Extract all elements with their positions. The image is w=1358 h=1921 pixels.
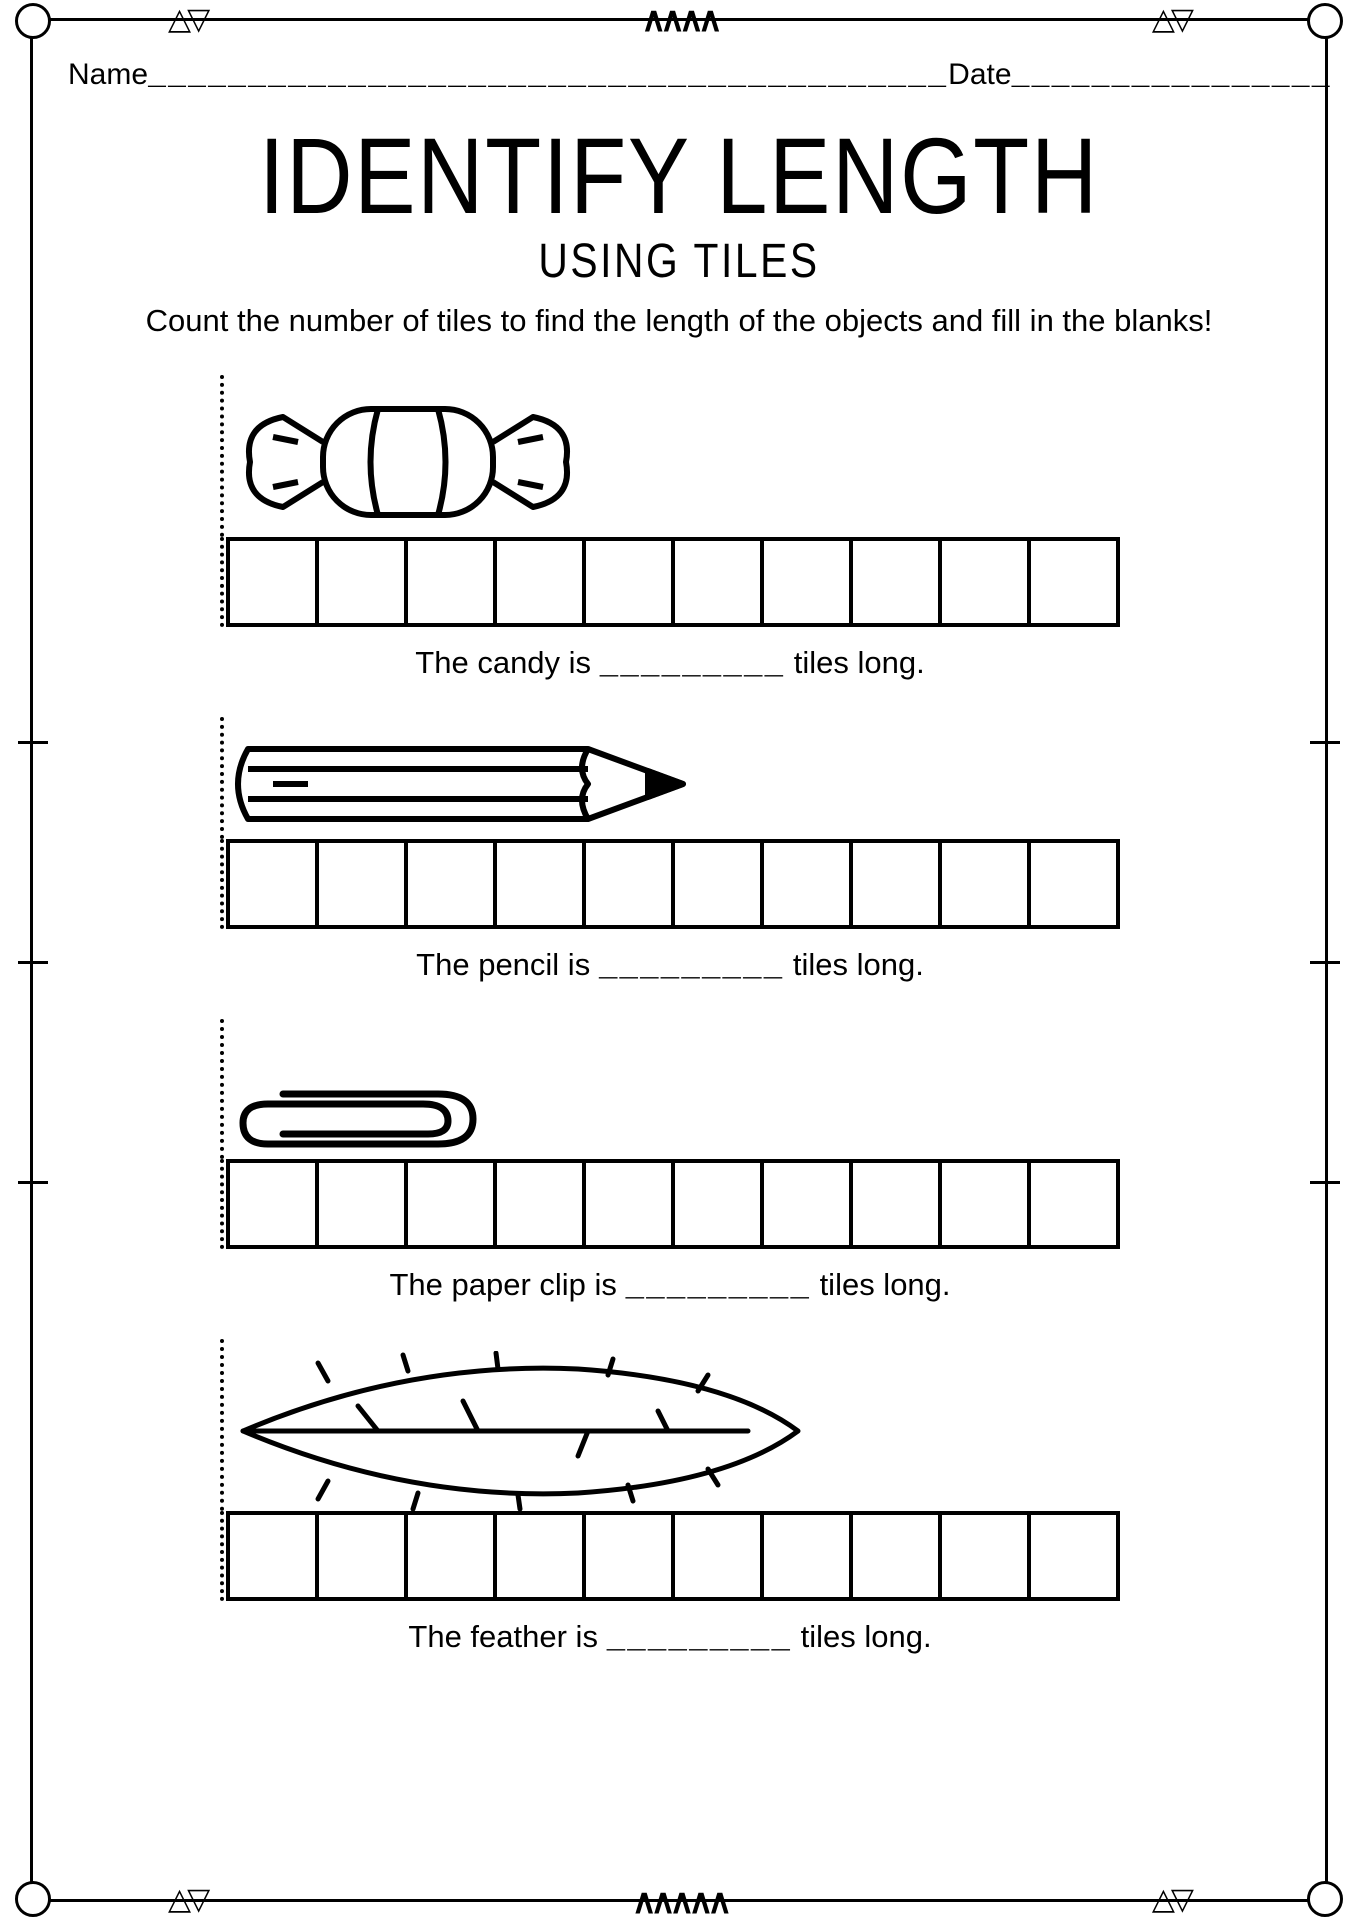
candy-icon — [228, 387, 608, 537]
date-label: Date — [948, 58, 1011, 92]
answer-blank[interactable]: _________ — [607, 1622, 792, 1657]
worksheet-content: Name ___________________________________… — [60, 50, 1298, 1870]
problem-paper-clip: The paper clip is _________ tiles long. — [220, 1019, 1298, 1305]
border-tick-icon — [1310, 741, 1340, 744]
pencil-icon — [228, 729, 698, 839]
corner-circle-icon — [15, 3, 51, 39]
zigzag-deco-icon: ∧∧∧∧∧ — [632, 1885, 726, 1919]
problem-pencil: The pencil is _________ tiles long. — [220, 717, 1298, 985]
name-blank[interactable]: ________________________________________ — [148, 60, 948, 94]
corner-circle-icon — [1307, 1881, 1343, 1917]
page-subtitle: USING TILES — [153, 234, 1205, 289]
zigzag-deco-icon: ∧∧∧∧ — [641, 3, 717, 37]
problem-feather: The feather is _________ tiles long. — [220, 1339, 1298, 1657]
border-tick-icon — [1310, 961, 1340, 964]
feather-icon — [228, 1351, 818, 1511]
tile-ruler — [220, 537, 1120, 627]
name-date-row: Name ___________________________________… — [60, 58, 1298, 94]
border-tick-icon — [18, 741, 48, 744]
date-blank[interactable]: ________________ — [1012, 60, 1332, 94]
border-tick-icon — [18, 1181, 48, 1184]
instructions-text: Count the number of tiles to find the le… — [60, 303, 1298, 339]
border-tick-icon — [18, 961, 48, 964]
tile-ruler — [220, 1159, 1120, 1249]
triangle-deco-icon: △▽ — [1152, 5, 1190, 35]
border-tick-icon — [1310, 1181, 1340, 1184]
problem-candy: The candy is _________ tiles long. — [220, 375, 1298, 683]
page-title: IDENTIFY LENGTH — [153, 122, 1205, 230]
paperclip-icon — [228, 1079, 488, 1159]
answer-blank[interactable]: _________ — [599, 950, 784, 985]
answer-sentence: The paper clip is _________ tiles long. — [220, 1267, 1120, 1305]
corner-circle-icon — [15, 1881, 51, 1917]
answer-blank[interactable]: _________ — [600, 648, 785, 683]
tile-ruler — [220, 1511, 1120, 1601]
corner-circle-icon — [1307, 3, 1343, 39]
answer-blank[interactable]: _________ — [626, 1270, 811, 1305]
tile-ruler — [220, 839, 1120, 929]
triangle-deco-icon: △▽ — [168, 1885, 206, 1915]
answer-sentence: The candy is _________ tiles long. — [220, 645, 1120, 683]
triangle-deco-icon: △▽ — [168, 5, 206, 35]
name-label: Name — [68, 58, 148, 92]
answer-sentence: The feather is _________ tiles long. — [220, 1619, 1120, 1657]
answer-sentence: The pencil is _________ tiles long. — [220, 947, 1120, 985]
triangle-deco-icon: △▽ — [1152, 1885, 1190, 1915]
